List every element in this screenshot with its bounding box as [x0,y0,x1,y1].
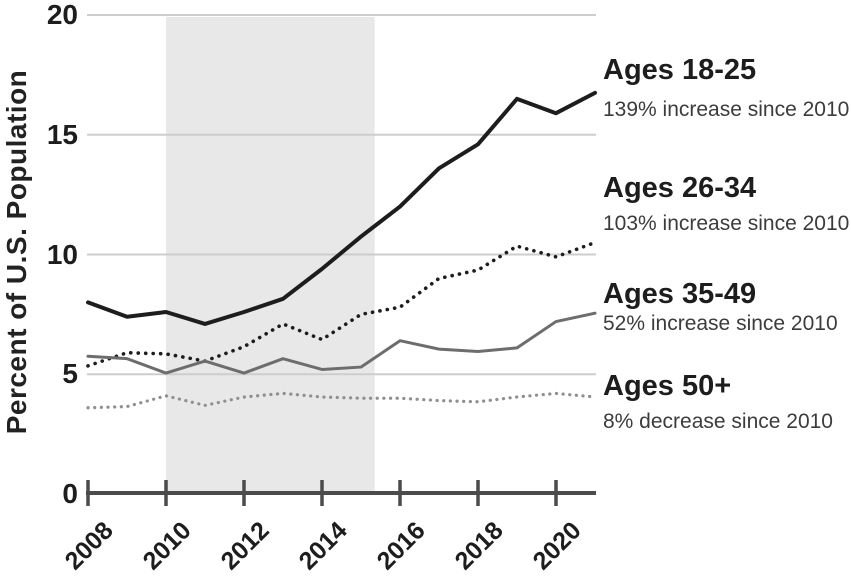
y-tick-label-15: 15 [46,118,78,150]
y-tick-label-20: 20 [46,0,78,30]
y-tick-label-0: 0 [62,478,78,509]
y-tick-label-5: 5 [62,358,78,390]
legend-series-name-ages-50: Ages 50+ [603,370,732,402]
legend-item-ages-18-25: Ages 18-25 139% increase since 2010 [603,54,851,121]
series-line-ages-50 [86,391,597,410]
legend-annotation-ages-18-25: 139% increase since 2010 [603,98,850,121]
legend-item-ages-35-49: Ages 35-49 52% increase since 2010 [603,278,851,335]
legend-series-name-ages-18-25: Ages 18-25 [603,54,757,86]
legend-item-ages-26-34: Ages 26-34 103% increase since 2010 [603,172,851,235]
legend-item-ages-50: Ages 50+ 8% decrease since 2010 [603,370,851,433]
legend-annotation-ages-35-49: 52% increase since 2010 [603,312,838,335]
series-line-ages-18-25 [86,90,597,326]
legend-annotation-ages-26-34: 103% increase since 2010 [603,212,850,235]
legend-annotation-ages-50: 8% decrease since 2010 [603,410,833,433]
legend-series-name-ages-35-49: Ages 35-49 [603,278,757,310]
legend-series-name-ages-26-34: Ages 26-34 [603,172,757,204]
y-tick-label-10: 10 [46,238,78,270]
series-line-ages-35-49 [86,311,597,375]
